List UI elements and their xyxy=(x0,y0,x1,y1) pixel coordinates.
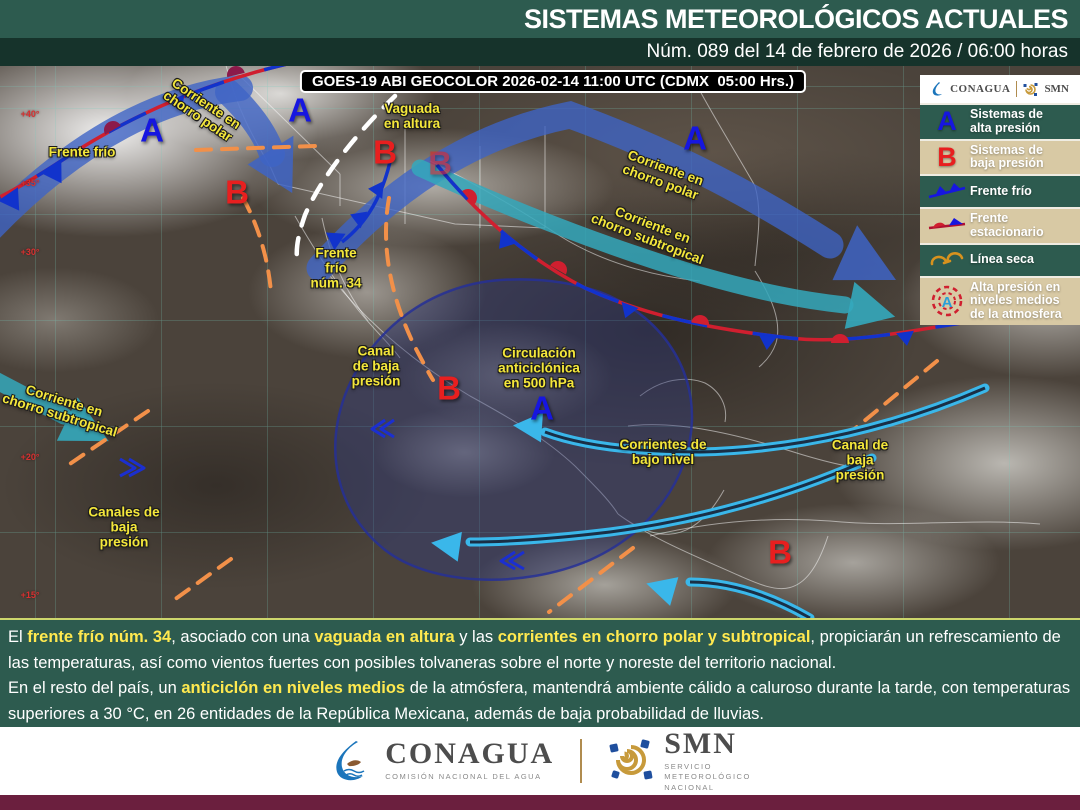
forecast-paragraph: El frente frío núm. 34, asociado con una… xyxy=(8,625,1072,676)
subtitle-bar: Núm. 089 del 14 de febrero de 2026 / 06:… xyxy=(0,38,1080,66)
legend-row: B Sistemas de baja presión xyxy=(920,140,1080,174)
dry-line-icon xyxy=(924,250,970,270)
high-pressure-marker: A xyxy=(683,119,707,157)
header-bar: SISTEMAS METEOROLÓGICOS ACTUALES xyxy=(0,0,1080,38)
mid-level-high-icon: A xyxy=(924,283,970,319)
forecast-paragraph: En el resto del país, un anticiclón en n… xyxy=(8,676,1072,727)
latitude-label: +20° xyxy=(20,452,40,462)
legend-row: A Alta presión en niveles medios de la at… xyxy=(920,277,1080,325)
low-pressure-marker: B xyxy=(437,369,461,407)
forecast-text: El xyxy=(8,628,28,646)
low-pressure-marker: B xyxy=(768,533,792,571)
smn-tagline: SERVICIO METEOROLÓGICO NACIONAL xyxy=(664,762,751,792)
legend-row: A Sistemas de alta presión xyxy=(920,105,1080,139)
weather-systems-overlay xyxy=(0,66,1080,618)
forecast-highlight: frente frío núm. 34 xyxy=(27,628,172,646)
smn-logo-icon xyxy=(609,739,653,780)
map-annotation: Canal de baja presión xyxy=(831,437,889,483)
satellite-caption: GOES-19 ABI GEOCOLOR 2026-02-14 11:00 UT… xyxy=(299,70,807,93)
smn-mini-logo-icon xyxy=(1023,82,1038,96)
polar-jet-stream xyxy=(0,75,897,282)
map-annotation: Frente frío xyxy=(48,144,116,160)
map-annotation: Vaguada en altura xyxy=(383,100,441,131)
conagua-name: CONAGUA xyxy=(385,737,555,771)
high-pressure-a-icon: A xyxy=(937,106,957,137)
forecast-text: En el resto del país, un xyxy=(8,679,182,698)
wind-chevron-icons xyxy=(119,418,525,571)
subtropical-jet-stream xyxy=(0,159,896,442)
conagua-logo-icon xyxy=(336,741,365,781)
legend-rows: A Sistemas de alta presión B Sistemas de ba… xyxy=(920,105,1080,325)
stationary-front-icon xyxy=(924,217,970,235)
legend-conagua-label: CONAGUA xyxy=(950,83,1011,95)
map-legend: CONAGUA SMN A Sistemas de alta presión B Si… xyxy=(920,75,1080,325)
low-pressure-marker: B xyxy=(373,133,397,171)
footer: CONAGUA COMISIÓN NACIONAL DEL AGUA SMN S… xyxy=(0,727,1080,795)
legend-logo-strip: CONAGUA SMN xyxy=(920,75,1080,103)
high-pressure-marker: A xyxy=(530,389,554,427)
lat-lon-grid xyxy=(0,66,1080,618)
latitude-label: +35° xyxy=(20,178,40,188)
legend-row-label: Frente frío xyxy=(970,183,1032,198)
high-pressure-marker: A xyxy=(140,111,164,149)
forecast-description: El frente frío núm. 34, asociado con una… xyxy=(0,618,1080,727)
conagua-mini-logo-icon xyxy=(932,82,943,96)
legend-logo-divider xyxy=(1016,81,1018,97)
anticyclone-region xyxy=(334,278,694,581)
legend-row-label: Frente estacionario xyxy=(970,211,1044,239)
upper-trough-dashed-line xyxy=(294,93,398,261)
conagua-tagline: COMISIÓN NACIONAL DEL AGUA xyxy=(385,772,542,782)
forecast-text: , asociado con una xyxy=(171,628,315,646)
cold-front-34 xyxy=(325,161,392,251)
forecast-highlight: vaguada en altura xyxy=(314,628,455,646)
map-annotation: Canal de baja presión xyxy=(351,343,401,389)
forecast-text: , propiciarán un refrescamiento de las t… xyxy=(8,628,1061,672)
satellite-imagery xyxy=(0,66,1080,618)
legend-row-label: Sistemas de baja presión xyxy=(970,142,1044,171)
cold-front-icon xyxy=(924,182,970,201)
legend-row-label: Sistemas de alta presión xyxy=(970,107,1043,135)
latitude-label: +15° xyxy=(20,590,40,600)
low-pressure-marker: B xyxy=(225,173,249,211)
latitude-label: +40° xyxy=(20,109,40,119)
legend-row-label: Línea seca xyxy=(970,252,1034,267)
weather-map: GOES-19 ABI GEOCOLOR 2026-02-14 11:00 UT… xyxy=(0,66,1080,618)
forecast-text: y las xyxy=(454,628,498,646)
stationary-front-northwest xyxy=(0,66,287,211)
map-annotation: Frente frío núm. 34 xyxy=(310,245,362,291)
legend-row-label: Alta presión en niveles medios de la atm… xyxy=(970,279,1062,321)
smn-name: SMN xyxy=(664,727,737,761)
forecast-text: de la atmósfera, mantendrá ambiente cáli… xyxy=(8,679,1071,723)
page-title: SISTEMAS METEOROLÓGICOS ACTUALES xyxy=(523,3,1069,34)
low-pressure-b-icon: B xyxy=(937,141,957,172)
forecast-highlight: corrientes en chorro polar y subtropical xyxy=(497,628,811,646)
forecast-highlight: anticiclón en niveles medios xyxy=(181,679,406,698)
legend-row: Línea seca xyxy=(920,244,1080,276)
low-pressure-channel-lines xyxy=(62,144,939,614)
conagua-brand: CONAGUA COMISIÓN NACIONAL DEL AGUA xyxy=(329,738,554,784)
legend-smn-label: SMN xyxy=(1044,83,1069,95)
low-level-current-arrows xyxy=(431,383,990,618)
svg-text:A: A xyxy=(942,294,953,311)
smn-brand: SMN SERVICIO METEOROLÓGICO NACIONAL xyxy=(608,729,751,792)
low-pressure-marker: B xyxy=(428,144,452,182)
bottom-accent-bar xyxy=(0,795,1080,810)
latitude-label: +30° xyxy=(20,247,40,257)
legend-row: Frente frío xyxy=(920,176,1080,207)
footer-divider xyxy=(580,739,583,783)
legend-row: Frente estacionario xyxy=(920,209,1080,243)
map-annotation: Canales de baja presión xyxy=(88,504,160,550)
map-annotation: Corrientes de bajo nivel xyxy=(619,436,707,467)
map-annotation: Circulación anticiclónica en 500 hPa xyxy=(498,345,580,391)
high-pressure-marker: A xyxy=(288,91,312,129)
bulletin-number: Núm. 089 del 14 de febrero de 2026 / 06:… xyxy=(646,41,1068,62)
